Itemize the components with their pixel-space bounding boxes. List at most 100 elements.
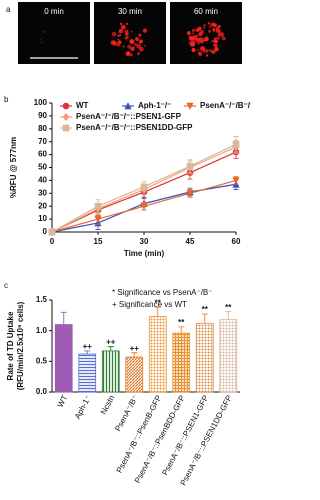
fluorescent-spot: [39, 37, 42, 40]
fluorescent-spot: [195, 34, 199, 38]
y-axis-title: Rate of TD Uptake: [6, 311, 15, 380]
marker: [232, 177, 240, 185]
fluorescent-spot: [208, 29, 212, 33]
fluorescent-spot: [210, 40, 214, 43]
error-bar: [225, 311, 232, 320]
y-tick-label: 50: [38, 163, 47, 172]
marker: [48, 228, 56, 236]
fluorescent-spot: [195, 28, 199, 32]
x-tick-label: PsenA⁻/B⁻: [113, 394, 140, 433]
error-bar: [131, 352, 138, 358]
fluorescent-spot: [138, 46, 144, 52]
fluorescent-spot: [212, 27, 216, 31]
fluorescent-spot: [215, 27, 219, 31]
legend-label: PsenA⁻/⁻/B⁻/⁻: [200, 101, 251, 110]
legend-marker: [186, 102, 194, 110]
fluorescent-spot: [203, 24, 206, 27]
y-tick-label: 80: [38, 124, 47, 133]
fluorescent-spot: [208, 26, 211, 29]
y-tick-label: 1.0: [36, 326, 48, 335]
fluorescent-spot: [127, 44, 132, 49]
legend-label: Aph-1⁻/⁻: [138, 101, 171, 110]
fluorescent-spot: [144, 44, 146, 47]
panel-label: c: [4, 281, 8, 290]
marker: [94, 215, 102, 224]
significance-label: **: [155, 298, 162, 307]
fluorescent-spot: [187, 33, 190, 36]
legend-label: PsenA⁻/⁻/B⁻/⁻::PSEN1-GFP: [76, 112, 182, 121]
error-bar: [60, 311, 67, 325]
bar: [195, 322, 214, 393]
fluorescent-spot: [198, 32, 203, 37]
fluorescent-spot: [217, 25, 221, 29]
figure: a 0 min 30 min 60 min b 0 10 20 30 40 50 60 70 80 90 1…: [4, 2, 251, 487]
fluorescent-spot: [124, 29, 129, 34]
fluorescent-spot: [212, 39, 217, 43]
fluorescent-spot: [190, 42, 195, 47]
fluorescent-spot: [130, 46, 135, 52]
fluorescent-spot: [117, 40, 122, 44]
micrograph: [18, 2, 90, 64]
fluorescent-spot: [111, 31, 117, 37]
fluorescent-spot: [221, 36, 226, 41]
fluorescent-spot: [209, 23, 214, 27]
significance-label: **: [225, 303, 232, 312]
y-tick-label: 90: [38, 111, 47, 120]
fluorescent-spot: [133, 42, 138, 47]
error-bar: [154, 306, 161, 317]
marker: [140, 183, 148, 191]
fluorescent-spot: [204, 49, 209, 53]
legend-marker: [62, 102, 70, 110]
annotation: + Significance vs WT: [112, 300, 187, 309]
x-axis-title: Time (min): [124, 249, 165, 258]
timepoint-label: 0 min: [44, 7, 64, 16]
x-tick-label: 0: [50, 237, 55, 246]
fluorescent-spot: [42, 30, 46, 34]
fluorescent-spot: [119, 33, 122, 37]
fluorescent-spot: [117, 38, 120, 41]
significance-label: **: [202, 305, 209, 314]
fluorescent-spot: [120, 24, 126, 30]
y-tick-label: 30: [38, 188, 47, 197]
fluorescent-spot: [213, 43, 218, 48]
fluorescent-spot: [205, 54, 209, 57]
fluorescent-spot: [130, 30, 133, 33]
timepoint-label: 60 min: [194, 7, 218, 16]
fluorescent-spot: [127, 54, 129, 57]
y-axis-title: (RFU/min/2.5x10⁶ cells): [16, 301, 25, 390]
y-tick-label: 0.5: [36, 356, 48, 365]
fluorescent-spot: [117, 34, 120, 37]
fluorescent-spot: [191, 28, 196, 33]
fluorescent-spot: [207, 22, 210, 25]
significance-label: ++: [83, 342, 93, 351]
y-tick-label: 0.0: [36, 387, 48, 396]
fluorescent-spot: [213, 23, 217, 28]
bar: [172, 332, 191, 393]
bar: [78, 353, 97, 393]
fluorescent-spot: [142, 28, 148, 33]
fluorescent-spot: [191, 47, 196, 53]
fluorescent-spot: [213, 37, 216, 40]
fluorescent-spot: [197, 42, 200, 45]
fluorescent-spot: [130, 40, 133, 42]
fluorescent-spot: [204, 36, 209, 42]
fluorescent-spot: [125, 51, 131, 56]
fluorescent-spot: [211, 50, 216, 54]
y-tick-label: 100: [34, 98, 48, 107]
fluorescent-spot: [192, 32, 195, 35]
series: [48, 136, 240, 236]
fluorescent-spot: [138, 33, 142, 37]
fluorescent-spot: [214, 47, 219, 52]
x-tick-label: PsenA⁻/B⁻::PsenB-GFP: [115, 394, 164, 475]
y-tick-label: 40: [38, 176, 47, 185]
bar: [54, 324, 73, 393]
legend-label: WT: [76, 101, 89, 110]
legend-marker: [124, 102, 132, 110]
fluorescent-spot: [200, 39, 204, 44]
x-tick-label: Ncstn: [99, 394, 117, 416]
bar: [148, 316, 167, 393]
timepoint-label: 30 min: [118, 7, 142, 16]
x-tick-label: 15: [94, 237, 103, 246]
legend-marker: [62, 124, 70, 132]
bar: [125, 356, 144, 393]
